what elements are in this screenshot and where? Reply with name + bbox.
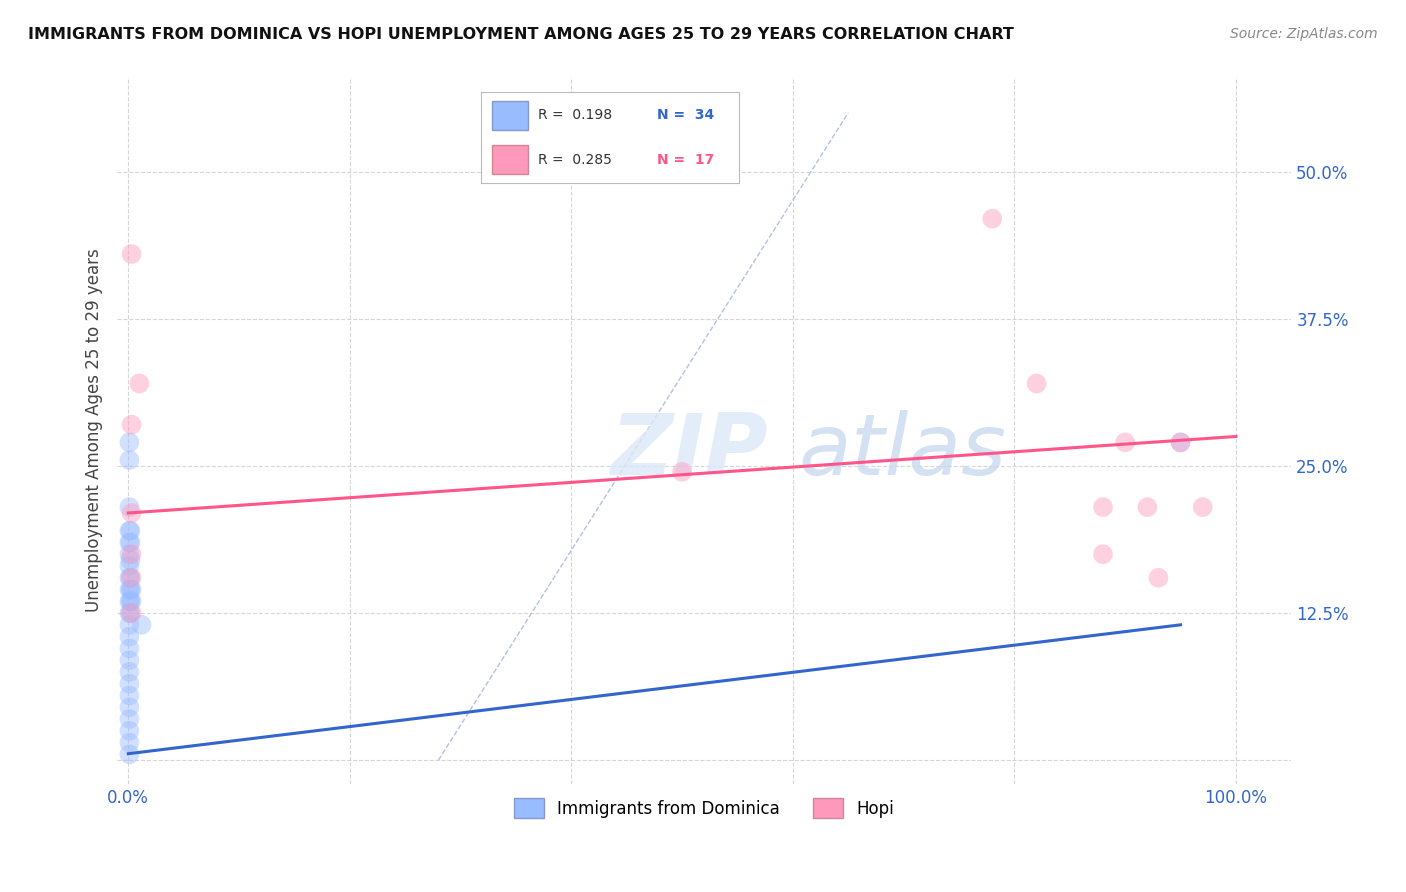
- Point: [121, 417, 143, 432]
- Point: [120, 535, 142, 549]
- Point: [118, 689, 141, 703]
- Point: [120, 594, 142, 608]
- Legend: Immigrants from Dominica, Hopi: Immigrants from Dominica, Hopi: [508, 791, 901, 825]
- Point: [118, 535, 141, 549]
- Point: [128, 376, 150, 391]
- Point: [121, 571, 143, 585]
- Point: [131, 617, 153, 632]
- Point: [120, 582, 142, 597]
- Point: [118, 582, 141, 597]
- Point: [118, 571, 141, 585]
- Text: IMMIGRANTS FROM DOMINICA VS HOPI UNEMPLOYMENT AMONG AGES 25 TO 29 YEARS CORRELAT: IMMIGRANTS FROM DOMINICA VS HOPI UNEMPLO…: [28, 27, 1014, 42]
- Point: [118, 453, 141, 467]
- Point: [1191, 500, 1213, 515]
- Point: [1025, 376, 1047, 391]
- Point: [118, 641, 141, 656]
- Point: [118, 617, 141, 632]
- Point: [1092, 500, 1115, 515]
- Point: [118, 676, 141, 690]
- Point: [121, 594, 143, 608]
- Point: [1147, 571, 1170, 585]
- Text: atlas: atlas: [799, 410, 1007, 493]
- Text: ZIP: ZIP: [610, 410, 768, 493]
- Point: [121, 582, 143, 597]
- Point: [120, 524, 142, 538]
- Point: [118, 653, 141, 667]
- Point: [1092, 547, 1115, 561]
- Point: [121, 606, 143, 620]
- Point: [120, 606, 142, 620]
- Point: [120, 553, 142, 567]
- Point: [121, 247, 143, 261]
- Point: [118, 606, 141, 620]
- Point: [120, 571, 142, 585]
- Point: [981, 211, 1004, 226]
- Y-axis label: Unemployment Among Ages 25 to 29 years: Unemployment Among Ages 25 to 29 years: [86, 249, 103, 613]
- Point: [1170, 435, 1192, 450]
- Point: [121, 547, 143, 561]
- Point: [118, 558, 141, 573]
- Point: [1170, 435, 1192, 450]
- Point: [118, 700, 141, 714]
- Text: Source: ZipAtlas.com: Source: ZipAtlas.com: [1230, 27, 1378, 41]
- Point: [118, 500, 141, 515]
- Point: [121, 506, 143, 520]
- Point: [118, 435, 141, 450]
- Point: [118, 723, 141, 738]
- Point: [118, 665, 141, 679]
- Point: [1136, 500, 1159, 515]
- Point: [671, 465, 693, 479]
- Point: [1114, 435, 1136, 450]
- Point: [118, 712, 141, 726]
- Point: [118, 594, 141, 608]
- Point: [118, 547, 141, 561]
- Point: [118, 524, 141, 538]
- Point: [118, 630, 141, 644]
- Point: [118, 747, 141, 762]
- Point: [118, 735, 141, 749]
